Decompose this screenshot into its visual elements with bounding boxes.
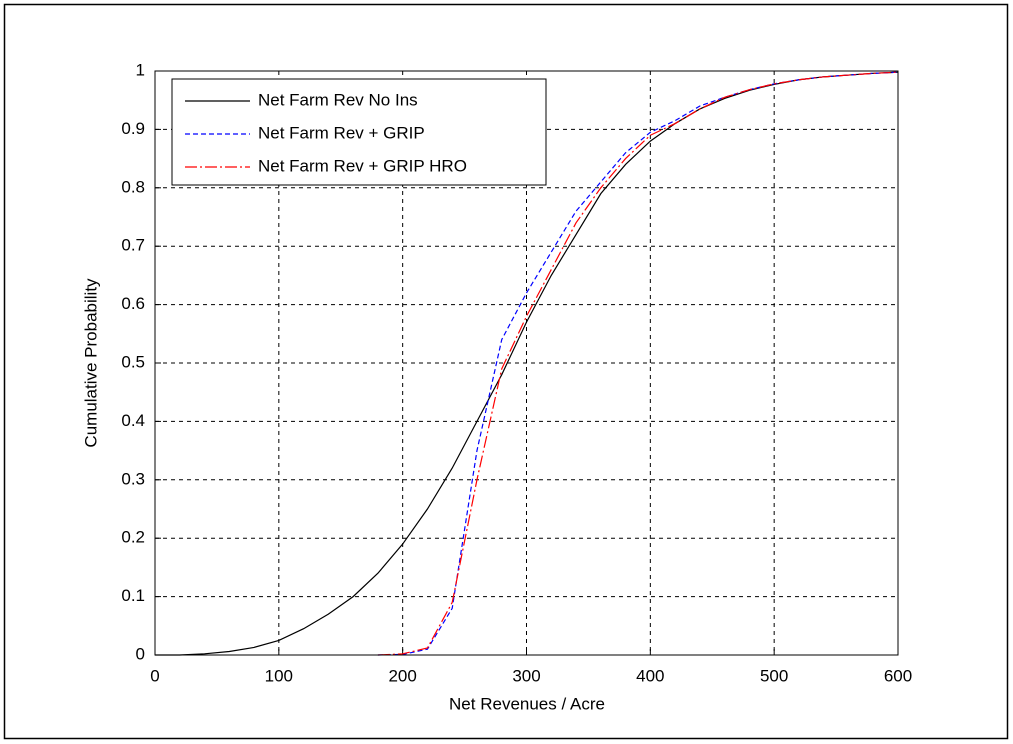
y-tick-label: 0.4 [121, 411, 145, 430]
y-tick-label: 0.5 [121, 352, 145, 371]
x-tick-label: 0 [150, 666, 159, 685]
y-axis-label: Cumulative Probability [81, 278, 100, 448]
y-tick-label: 1 [136, 60, 145, 79]
x-tick-label: 100 [265, 666, 293, 685]
plot-border [154, 70, 899, 656]
y-tick-label: 0.6 [121, 294, 145, 313]
series-line [377, 71, 899, 656]
y-tick-label: 0 [136, 644, 145, 663]
y-tick-label: 0.7 [121, 236, 145, 255]
x-tick-label: 600 [884, 666, 912, 685]
x-tick-label: 300 [512, 666, 540, 685]
y-tick-label: 0.1 [121, 586, 145, 605]
x-tick-label: 200 [388, 666, 416, 685]
y-tick-label: 0.3 [121, 469, 145, 488]
x-tick-label: 500 [760, 666, 788, 685]
legend-label: Net Farm Rev No Ins [258, 90, 418, 109]
series-line [377, 71, 899, 656]
y-tick-label: 0.2 [121, 528, 145, 547]
legend-label: Net Farm Rev + GRIP HRO [258, 156, 467, 175]
y-tick-label: 0.9 [121, 119, 145, 138]
legend-label: Net Farm Rev + GRIP [258, 123, 425, 142]
y-tick-label: 0.8 [121, 177, 145, 196]
x-tick-label: 400 [636, 666, 664, 685]
x-axis-label: Net Revenues / Acre [449, 694, 605, 713]
